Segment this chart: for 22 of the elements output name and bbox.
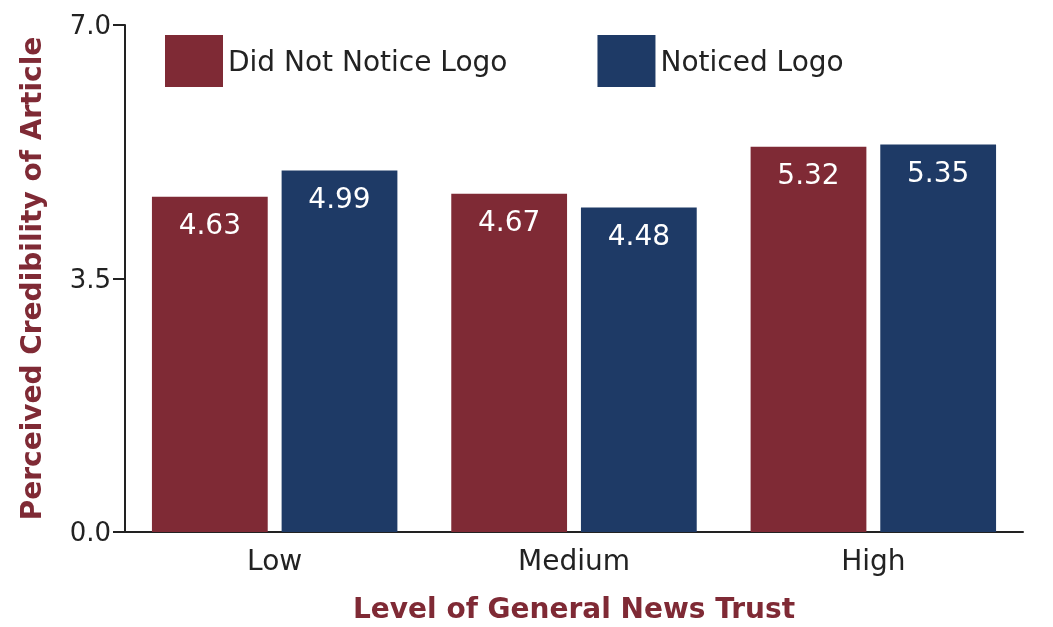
data-label: 5.35 [907, 156, 970, 190]
legend-label: Did Not Notice Logo [228, 44, 508, 78]
y-axis-title: Perceived Credibility of Article [14, 36, 48, 521]
data-label: 5.32 [777, 158, 840, 192]
data-label: 4.67 [477, 205, 541, 239]
x-tick-label: High [841, 543, 906, 577]
x-tick-label: Medium [518, 543, 630, 577]
data-label: 4.99 [308, 182, 371, 216]
y-tick-label: 7.0 [69, 10, 111, 40]
x-tick-label: Low [247, 543, 303, 577]
bar [451, 193, 568, 532]
y-tick-label: 3.5 [69, 263, 111, 294]
bar [580, 207, 697, 532]
bar [880, 144, 997, 532]
bar [750, 146, 867, 532]
y-tick-label: 0.0 [69, 517, 111, 547]
x-axis-title: Level of General News Trust [352, 591, 796, 625]
bar [151, 196, 268, 532]
data-label: 4.48 [607, 219, 671, 253]
legend-label: Noticed Logo [660, 44, 844, 78]
bar [281, 170, 398, 532]
data-label: 4.63 [178, 208, 241, 242]
